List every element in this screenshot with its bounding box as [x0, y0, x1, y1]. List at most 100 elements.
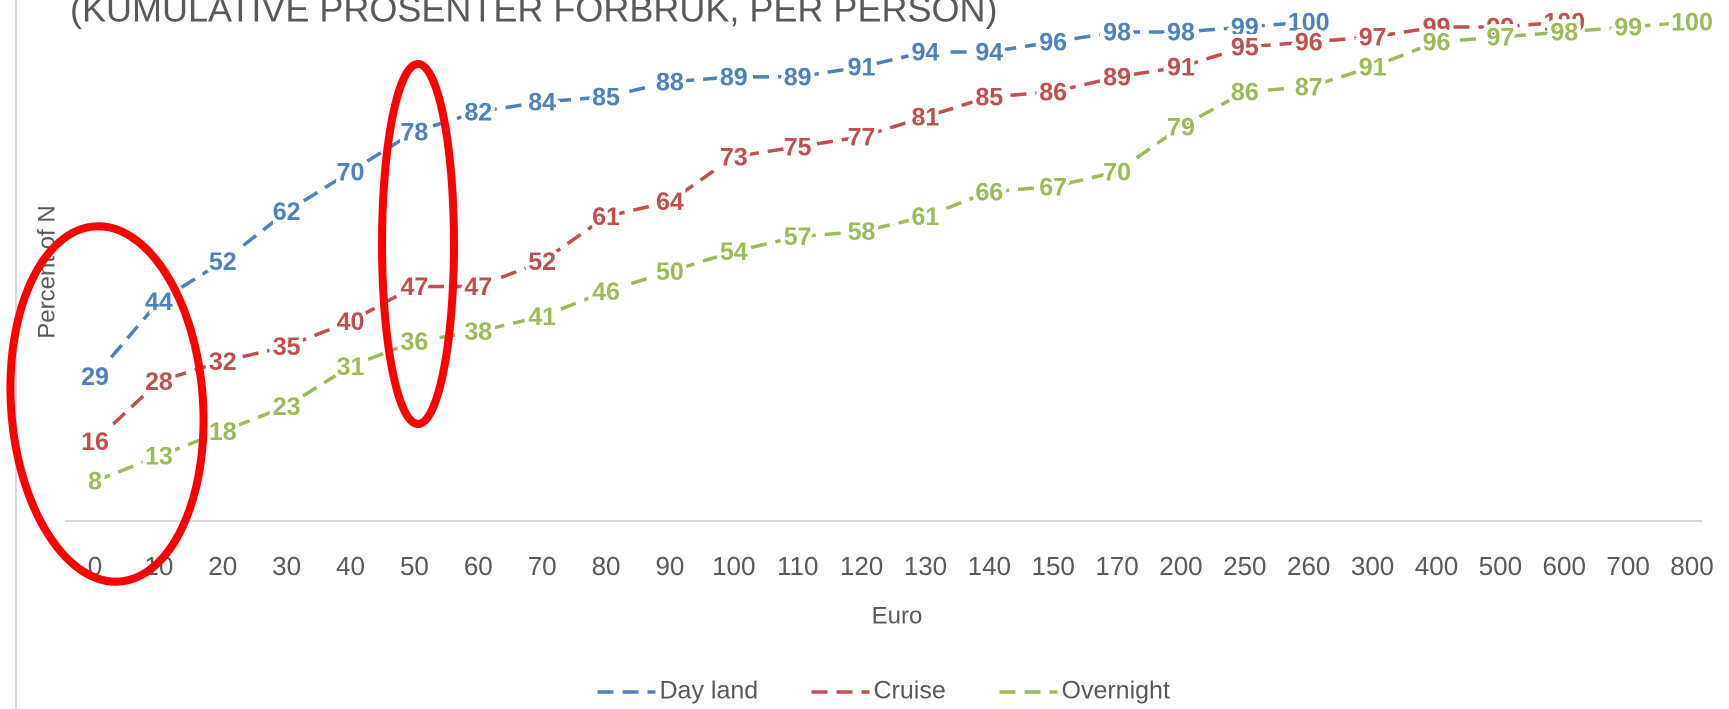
data-label: 61	[592, 203, 620, 231]
highlight-ellipse	[378, 60, 458, 428]
x-tick-label: 20	[208, 551, 237, 581]
data-label: 89	[784, 63, 812, 91]
data-label: 13	[145, 443, 173, 471]
data-label: 95	[1231, 34, 1259, 62]
x-tick-label: 300	[1351, 551, 1394, 581]
data-label: 52	[209, 248, 237, 276]
x-tick-label: 110	[777, 551, 818, 581]
data-label: 36	[400, 328, 428, 356]
data-label: 99	[1231, 14, 1259, 42]
data-label: 73	[720, 143, 748, 171]
data-label: 28	[145, 368, 173, 396]
chart-title: (KUMULATIVE PROSENTER FORBRUK, PER PERSO…	[70, 0, 997, 30]
data-label: 40	[337, 308, 365, 336]
data-label: 35	[273, 333, 301, 361]
data-label: 44	[145, 288, 173, 316]
x-tick-label: 50	[400, 551, 429, 581]
data-label: 50	[656, 258, 684, 286]
data-label: 88	[656, 68, 684, 96]
legend: Day land Cruise Overnight	[597, 677, 1170, 705]
data-label: 64	[656, 188, 684, 216]
data-label: 81	[912, 103, 940, 131]
data-label: 89	[1103, 63, 1131, 91]
data-label: 54	[720, 238, 748, 266]
data-label: 47	[464, 273, 492, 301]
data-label: 87	[1295, 73, 1323, 101]
x-tick-label: 70	[528, 551, 557, 581]
data-label: 78	[400, 118, 428, 146]
data-label: 16	[81, 428, 109, 456]
series-line	[94, 20, 1693, 483]
data-label: 84	[528, 88, 556, 116]
data-label: 52	[528, 248, 556, 276]
data-label: 31	[337, 353, 365, 381]
data-label: 85	[592, 83, 620, 111]
data-label: 100	[1288, 9, 1330, 37]
x-tick-label: 200	[1159, 551, 1202, 581]
x-axis-label: Euro	[872, 602, 923, 629]
data-label: 98	[1103, 19, 1131, 47]
x-tick-label: 400	[1415, 551, 1458, 581]
data-label: 70	[1103, 158, 1131, 186]
x-tick-label: 130	[904, 551, 947, 581]
x-tick-label: 90	[655, 551, 684, 581]
data-label: 61	[912, 203, 940, 231]
data-label: 91	[1359, 54, 1387, 82]
data-label: 23	[273, 393, 301, 421]
data-label: 97	[1359, 24, 1387, 52]
x-tick-label: 80	[592, 551, 621, 581]
data-label: 89	[720, 63, 748, 91]
x-tick-label: 800	[1670, 551, 1713, 581]
x-tick-label: 60	[464, 551, 493, 581]
data-label: 94	[975, 39, 1003, 67]
data-label: 96	[1423, 29, 1451, 57]
highlight-ellipse	[6, 222, 208, 586]
data-label: 97	[1486, 24, 1514, 52]
data-label: 85	[975, 83, 1003, 111]
x-tick-label: 140	[968, 551, 1011, 581]
data-label: 29	[81, 363, 109, 391]
data-label: 100	[1671, 9, 1713, 37]
x-tick-label: 40	[336, 551, 365, 581]
legend-label: Day land	[660, 677, 759, 705]
data-label: 18	[209, 418, 237, 446]
data-label: 94	[912, 39, 940, 67]
data-label: 96	[1039, 29, 1067, 57]
data-label: 82	[464, 98, 492, 126]
data-label: 41	[528, 303, 556, 331]
data-label: 46	[592, 278, 620, 306]
data-label: 98	[1550, 19, 1578, 47]
x-tick-label: 700	[1606, 551, 1649, 581]
data-label: 58	[848, 218, 876, 246]
x-tick-label: 170	[1095, 551, 1138, 581]
data-label: 79	[1167, 113, 1195, 141]
x-tick-label: 100	[712, 551, 755, 581]
legend-label: Cruise	[874, 677, 946, 705]
data-label: 75	[784, 133, 812, 161]
data-label: 86	[1231, 78, 1259, 106]
data-label: 32	[209, 348, 237, 376]
data-label: 91	[1167, 54, 1195, 82]
plot-area: 0 10 20 30 40 50 60 70 80 90 100 110 120 130 140 150 170…	[65, 5, 1717, 581]
data-label: 91	[848, 54, 876, 82]
x-tick-label: 120	[840, 551, 883, 581]
data-label: 62	[273, 198, 301, 226]
data-label: 8	[88, 468, 102, 496]
x-tick-label: 600	[1543, 551, 1586, 581]
x-tick-label: 150	[1032, 551, 1075, 581]
data-label: 38	[464, 318, 492, 346]
legend-label: Overnight	[1062, 677, 1170, 705]
data-label: 99	[1423, 14, 1451, 42]
x-tick-label: 260	[1287, 551, 1330, 581]
data-label: 96	[1295, 29, 1323, 57]
data-label: 99	[1614, 14, 1642, 42]
data-label: 77	[848, 123, 876, 151]
data-label: 66	[975, 178, 1003, 206]
series-line	[93, 20, 1565, 443]
data-label: 70	[337, 158, 365, 186]
data-label: 86	[1039, 78, 1067, 106]
x-tick-label: 250	[1223, 551, 1266, 581]
data-label: 57	[784, 223, 812, 251]
data-label: 47	[400, 273, 428, 301]
